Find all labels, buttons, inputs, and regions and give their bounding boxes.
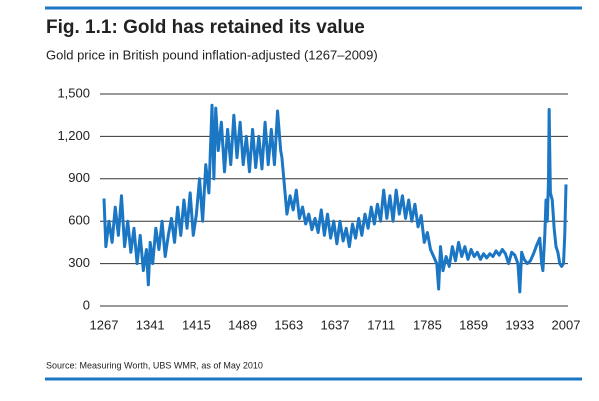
chart-subtitle: Gold price in British pound inflation-ad… [46, 47, 378, 62]
x-tick-label: 1341 [136, 317, 165, 332]
x-tick-label: 1859 [459, 317, 488, 332]
x-tick-label: 1267 [90, 317, 119, 332]
y-tick-label: 1,500 [57, 85, 90, 100]
x-tick-label: 2007 [552, 317, 581, 332]
x-tick-label: 1489 [228, 317, 257, 332]
x-tick-label: 1637 [321, 317, 350, 332]
y-tick-label: 0 [83, 297, 90, 312]
y-tick-label: 300 [68, 255, 90, 270]
y-tick-label: 1,200 [57, 128, 90, 143]
x-tick-label: 1415 [182, 317, 211, 332]
x-tick-label: 1785 [413, 317, 442, 332]
x-tick-label: 1563 [274, 317, 303, 332]
price-line [102, 103, 568, 294]
x-tick-label: 1933 [505, 317, 534, 332]
y-tick-label: 600 [68, 213, 90, 228]
chart-title: Fig. 1.1: Gold has retained its value [46, 17, 365, 38]
source-note: Source: Measuring Worth, UBS WMR, as of … [46, 360, 263, 370]
x-tick-label: 1711 [367, 317, 395, 332]
y-tick-label: 900 [68, 170, 90, 185]
